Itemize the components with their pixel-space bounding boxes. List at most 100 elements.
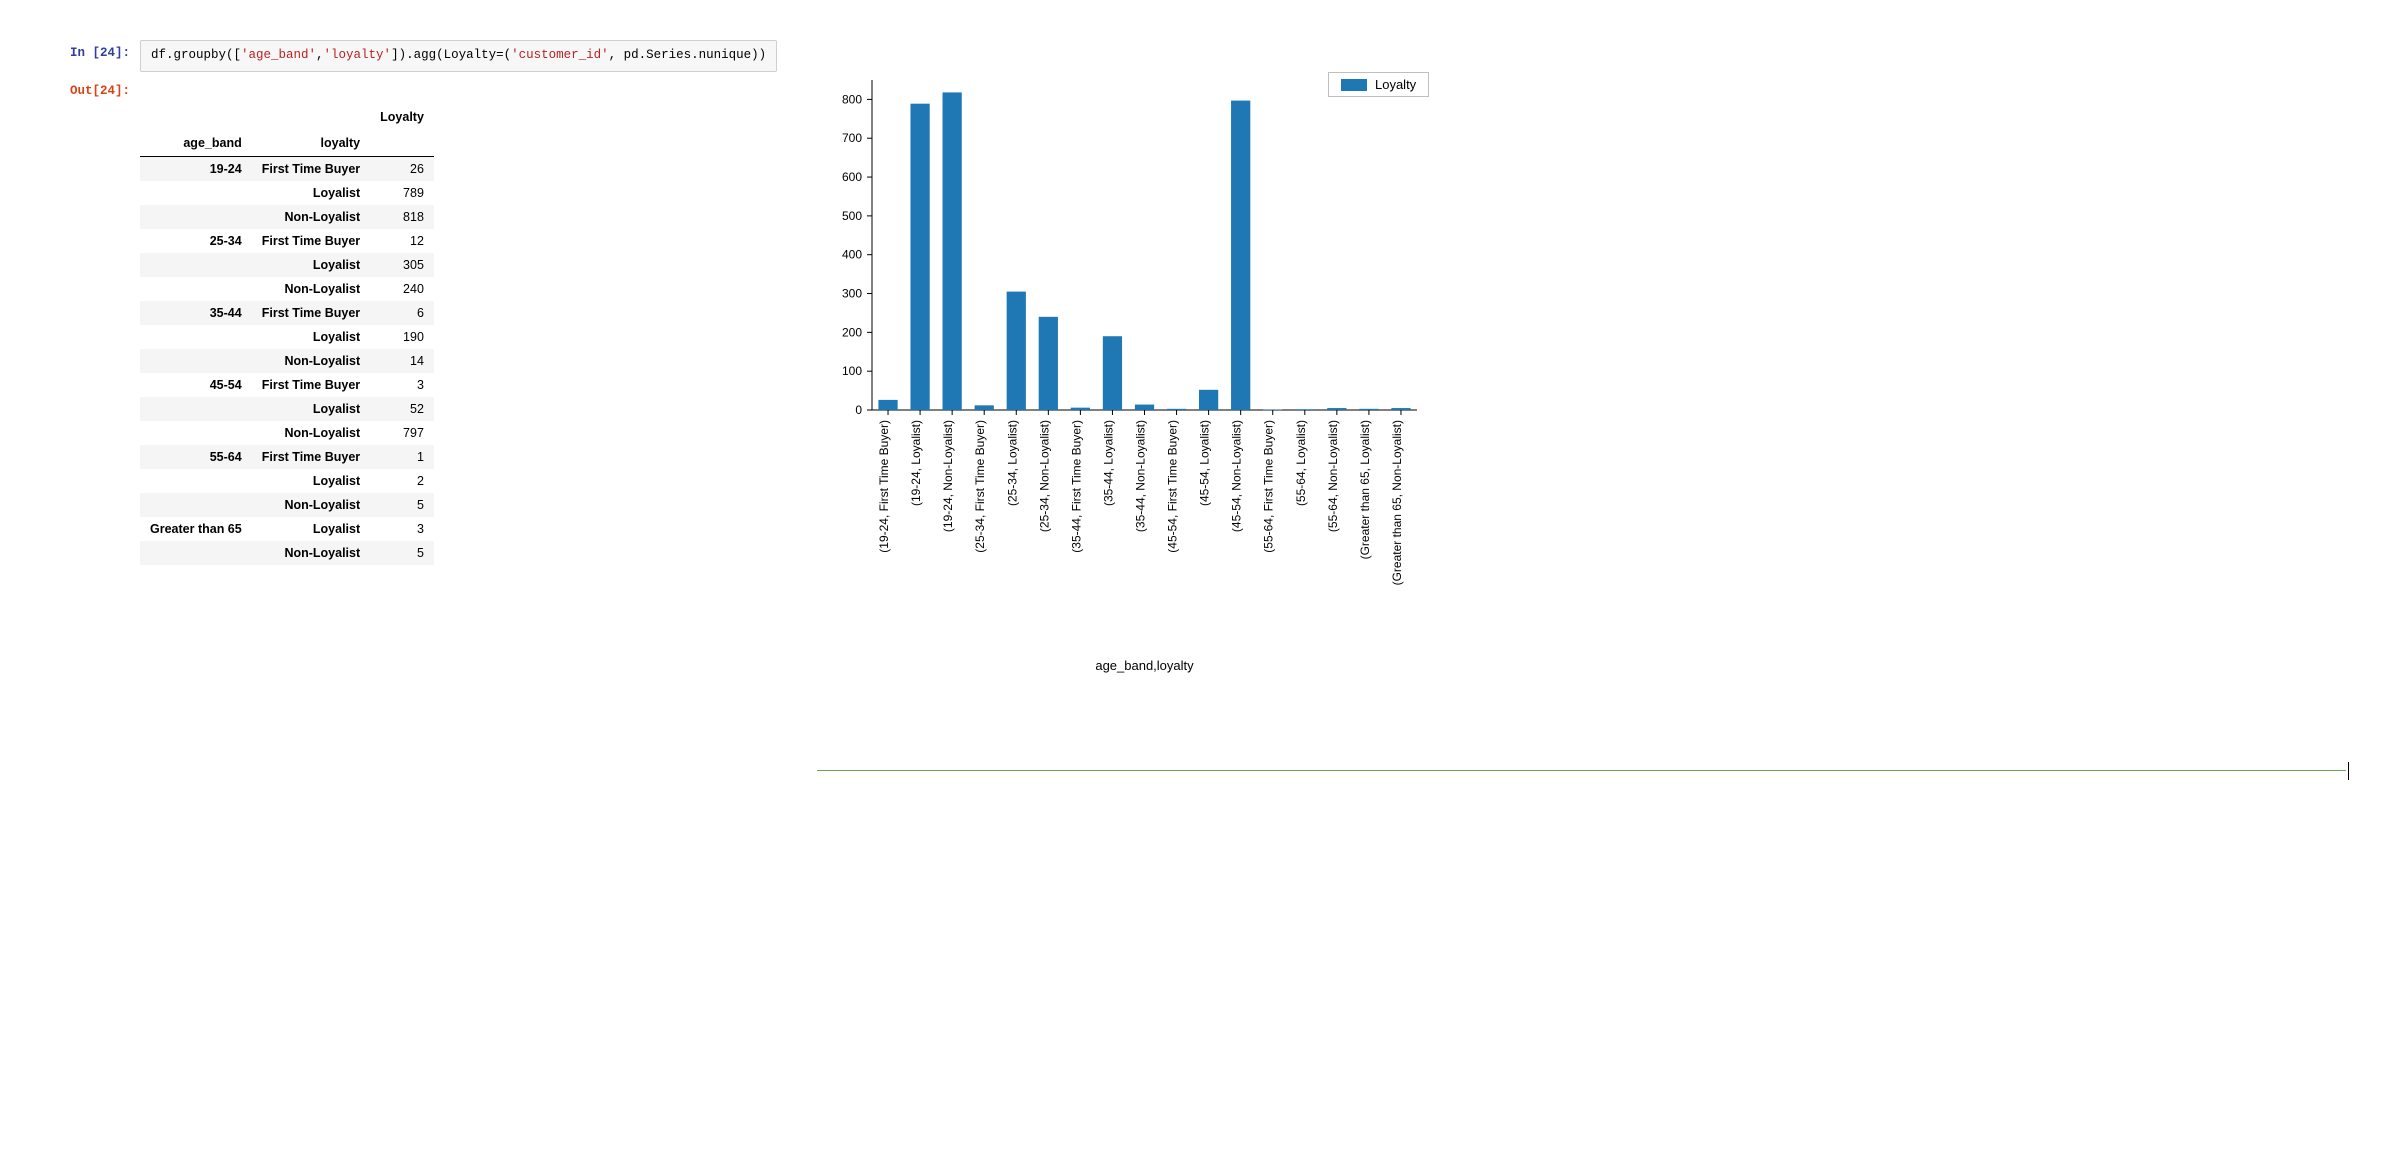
legend-swatch <box>1341 79 1367 91</box>
table-row: 25-34First Time Buyer12 <box>140 229 434 253</box>
x-tick-label: (19-24, First Time Buyer) <box>877 420 891 553</box>
cell-age <box>140 205 252 229</box>
svg-text:400: 400 <box>842 248 862 262</box>
cell-value: 190 <box>370 325 434 349</box>
bar <box>1327 408 1346 410</box>
table-row: Loyalist2 <box>140 469 434 493</box>
cell-age <box>140 277 252 301</box>
cell-value: 14 <box>370 349 434 373</box>
table-row: 19-24First Time Buyer26 <box>140 156 434 181</box>
chart-legend: Loyalty <box>1328 72 1429 97</box>
x-tick-label: (35-44, First Time Buyer) <box>1070 420 1084 553</box>
x-tick-label: (25-34, Loyalist) <box>1005 420 1019 506</box>
x-tick-label: (25-34, First Time Buyer) <box>973 420 987 553</box>
cell-loyalty: Non-Loyalist <box>252 349 370 373</box>
bar <box>1167 409 1186 410</box>
table-row: 45-54First Time Buyer3 <box>140 373 434 397</box>
cell-age <box>140 181 252 205</box>
table-row: 55-64First Time Buyer1 <box>140 445 434 469</box>
table-row: Non-Loyalist5 <box>140 493 434 517</box>
table-head: Loyalty age_band loyalty <box>140 104 434 157</box>
x-tick-label: (19-24, Loyalist) <box>909 420 923 506</box>
out-prompt: Out[24]: <box>60 78 140 98</box>
table-row: Non-Loyalist5 <box>140 541 434 565</box>
cell-value: 1 <box>370 445 434 469</box>
cell-age <box>140 421 252 445</box>
table-body: 19-24First Time Buyer26Loyalist789Non-Lo… <box>140 156 434 565</box>
cell-value: 797 <box>370 421 434 445</box>
code-token: df.groupby([ <box>151 48 241 62</box>
cell-value: 818 <box>370 205 434 229</box>
idx0-header: age_band <box>140 130 252 157</box>
cell-value: 52 <box>370 397 434 421</box>
bar <box>975 405 994 410</box>
cell-age: 35-44 <box>140 301 252 325</box>
cell-age: 25-34 <box>140 229 252 253</box>
svg-text:500: 500 <box>842 209 862 223</box>
jupyter-cell-container: In [24]: df.groupby(['age_band','loyalty… <box>60 40 2346 771</box>
cell-age <box>140 253 252 277</box>
table-row: Non-Loyalist14 <box>140 349 434 373</box>
svg-text:700: 700 <box>842 131 862 145</box>
cell-loyalty: Non-Loyalist <box>252 277 370 301</box>
x-tick-label: (45-54, Loyalist) <box>1198 420 1212 506</box>
svg-text:800: 800 <box>842 92 862 106</box>
cell-age: 55-64 <box>140 445 252 469</box>
cell-age <box>140 325 252 349</box>
bar <box>1231 101 1250 410</box>
svg-text:0: 0 <box>856 403 863 417</box>
cell-loyalty: Non-Loyalist <box>252 421 370 445</box>
x-tick-label: (Greater than 65, Non-Loyalist) <box>1390 420 1404 585</box>
cell-age <box>140 397 252 421</box>
cell-loyalty: Loyalist <box>252 397 370 421</box>
cell-value: 5 <box>370 541 434 565</box>
cell-age <box>140 541 252 565</box>
idx1-header: loyalty <box>252 130 370 157</box>
cell-age: 45-54 <box>140 373 252 397</box>
x-tick-label: (35-44, Loyalist) <box>1102 420 1116 506</box>
table-row: Non-Loyalist818 <box>140 205 434 229</box>
bar <box>1039 317 1058 410</box>
cell-age <box>140 349 252 373</box>
output-table: Loyalty age_band loyalty 19-24First Time… <box>140 104 434 565</box>
cell-age: Greater than 65 <box>140 517 252 541</box>
left-panel: In [24]: df.groupby(['age_band','loyalty… <box>60 40 777 565</box>
cell-value: 3 <box>370 373 434 397</box>
cell-loyalty: First Time Buyer <box>252 156 370 181</box>
cell-value: 789 <box>370 181 434 205</box>
x-tick-label: (19-24, Non-Loyalist) <box>941 420 955 532</box>
code-input[interactable]: df.groupby(['age_band','loyalty']).agg(L… <box>140 40 777 72</box>
cell-value: 6 <box>370 301 434 325</box>
bar-chart: 0100200300400500600700800(19-24, First T… <box>817 70 1437 690</box>
right-panel: Loyalty 0100200300400500600700800(19-24,… <box>817 40 2346 771</box>
bar <box>911 104 930 410</box>
chart-wrap: Loyalty 0100200300400500600700800(19-24,… <box>817 70 1437 690</box>
svg-text:100: 100 <box>842 364 862 378</box>
cell-age <box>140 493 252 517</box>
bar <box>1199 390 1218 410</box>
cell-loyalty: Loyalist <box>252 181 370 205</box>
cell-loyalty: First Time Buyer <box>252 229 370 253</box>
green-underline <box>817 770 2346 771</box>
legend-label: Loyalty <box>1375 77 1416 92</box>
in-prompt: In [24]: <box>60 40 140 60</box>
code-token: 'loyalty' <box>324 48 392 62</box>
cell-loyalty: Loyalist <box>252 253 370 277</box>
table-row: Loyalist789 <box>140 181 434 205</box>
cell-value: 5 <box>370 493 434 517</box>
svg-text:600: 600 <box>842 170 862 184</box>
table-row: Loyalist190 <box>140 325 434 349</box>
x-tick-label: (45-54, First Time Buyer) <box>1166 420 1180 553</box>
code-token: ( <box>504 48 512 62</box>
cell-loyalty: Non-Loyalist <box>252 493 370 517</box>
code-token: , pd.Series.nunique)) <box>609 48 767 62</box>
code-token: 'age_band' <box>241 48 316 62</box>
bar <box>1071 408 1090 410</box>
code-token: 'customer_id' <box>511 48 609 62</box>
cell-value: 12 <box>370 229 434 253</box>
bar <box>1392 408 1411 410</box>
text-cursor <box>2348 762 2349 780</box>
cell-loyalty: Non-Loyalist <box>252 205 370 229</box>
code-token: , <box>316 48 324 62</box>
input-cell-row: In [24]: df.groupby(['age_band','loyalty… <box>60 40 777 72</box>
